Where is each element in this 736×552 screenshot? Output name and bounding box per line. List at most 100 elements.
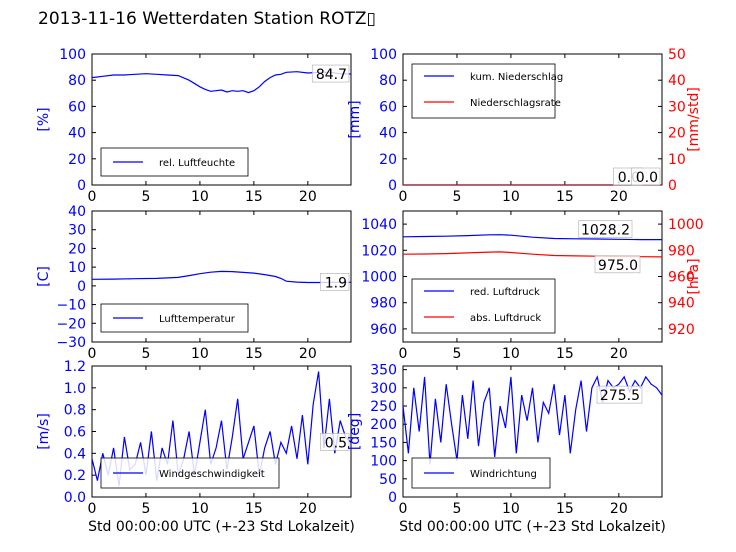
x-tick-label: 0 bbox=[399, 501, 408, 517]
last-value-label: 84.7 bbox=[316, 67, 347, 83]
x-tick-label: 20 bbox=[610, 501, 628, 517]
y2-tick-label: 30 bbox=[668, 99, 686, 115]
legend-label: kum. Niederschlag bbox=[470, 72, 563, 83]
x-axis-label: Std 00:00:00 UTC (+-23 Std Lokalzeit) bbox=[88, 519, 355, 535]
x-tick-label: 0 bbox=[88, 501, 97, 517]
y-axis-label: [m/s] bbox=[36, 413, 52, 450]
y-tick-label: 1.2 bbox=[64, 359, 86, 375]
y-tick-label: 150 bbox=[370, 435, 397, 451]
last-value-label: 1028.2 bbox=[581, 223, 630, 239]
y-tick-label: 100 bbox=[370, 454, 397, 470]
y-tick-label: 1000 bbox=[361, 270, 397, 286]
y-tick-label: −20 bbox=[56, 316, 86, 332]
value-label-box bbox=[320, 433, 350, 451]
legend-box bbox=[411, 63, 556, 119]
last-value-label: 1.9 bbox=[325, 275, 347, 291]
y-tick-label: 60 bbox=[68, 99, 86, 115]
x-tick-label: 15 bbox=[556, 501, 574, 517]
x-tick-label: 15 bbox=[245, 346, 263, 362]
y-tick-label: 0.0 bbox=[64, 490, 86, 506]
figure-title: 2013-11-16 Wetterdaten Station ROTZ▯ bbox=[38, 9, 376, 29]
y-tick-label: 20 bbox=[68, 152, 86, 168]
plot-frame bbox=[91, 210, 352, 343]
y-axis-label: [mm] bbox=[347, 100, 363, 138]
y-tick-label: 0.4 bbox=[64, 446, 86, 462]
y-tick-label: 960 bbox=[370, 322, 397, 338]
y2-tick-label: 1000 bbox=[668, 217, 704, 233]
y-tick-label: 0 bbox=[388, 490, 397, 506]
y2-tick-label: 0 bbox=[668, 178, 677, 194]
legend-label: rel. Luftfeuchte bbox=[159, 158, 235, 169]
x-tick-label: 10 bbox=[191, 189, 209, 205]
y2-tick-label: 920 bbox=[668, 322, 695, 338]
y2-tick-label: 980 bbox=[668, 243, 695, 259]
x-tick-label: 20 bbox=[610, 189, 628, 205]
x-tick-label: 15 bbox=[245, 189, 263, 205]
y-tick-label: 980 bbox=[370, 296, 397, 312]
y-tick-label: 250 bbox=[370, 399, 397, 415]
y-tick-label: 100 bbox=[59, 47, 86, 63]
y-axis-label: [deg] bbox=[347, 413, 363, 450]
x-tick-label: 10 bbox=[502, 501, 520, 517]
legend-box bbox=[411, 278, 556, 334]
x-tick-label: 0 bbox=[399, 189, 408, 205]
last-value2-label: 0.0 bbox=[636, 170, 658, 186]
x-tick-label: 10 bbox=[502, 189, 520, 205]
last-value2-label: 975.0 bbox=[598, 258, 638, 274]
y-tick-label: 80 bbox=[68, 73, 86, 89]
last-value-label: 0.5 bbox=[325, 435, 347, 451]
x-tick-label: 10 bbox=[502, 346, 520, 362]
x-tick-label: 0 bbox=[399, 346, 408, 362]
y-tick-label: 0 bbox=[77, 279, 86, 295]
x-tick-label: 20 bbox=[299, 346, 317, 362]
y-tick-label: 20 bbox=[68, 241, 86, 257]
x-tick-label: 0 bbox=[88, 189, 97, 205]
legend-label: Windgeschwindigkeit bbox=[159, 469, 265, 480]
x-tick-label: 5 bbox=[141, 189, 150, 205]
y2-tick-label: 40 bbox=[668, 73, 686, 89]
legend-label: Niederschlagsrate bbox=[470, 98, 561, 109]
y-axis-label: [C] bbox=[36, 266, 52, 287]
y-axis-label: [%] bbox=[36, 107, 52, 131]
x-tick-label: 5 bbox=[452, 346, 461, 362]
y-tick-label: 0.8 bbox=[64, 403, 86, 419]
y-tick-label: 80 bbox=[379, 73, 397, 89]
last-value-label: 275.5 bbox=[600, 388, 640, 404]
y2-tick-label: 940 bbox=[668, 296, 695, 312]
legend-label: Lufttemperatur bbox=[159, 314, 236, 325]
y-tick-label: 0 bbox=[77, 178, 86, 194]
y2-tick-label: 10 bbox=[668, 152, 686, 168]
y-tick-label: 1020 bbox=[361, 243, 397, 259]
plot-frame bbox=[91, 53, 352, 186]
legend-label: abs. Luftdruck bbox=[470, 313, 541, 324]
y-tick-label: 20 bbox=[379, 152, 397, 168]
x-tick-label: 5 bbox=[141, 346, 150, 362]
x-tick-label: 5 bbox=[452, 189, 461, 205]
x-tick-label: 15 bbox=[556, 189, 574, 205]
series-line-1 bbox=[403, 375, 662, 465]
x-tick-label: 5 bbox=[141, 501, 150, 517]
x-tick-label: 5 bbox=[452, 501, 461, 517]
y-tick-label: 0.6 bbox=[64, 425, 86, 441]
y2-tick-label: 50 bbox=[668, 47, 686, 63]
x-tick-label: 15 bbox=[245, 501, 263, 517]
y2-axis-label: [hPa] bbox=[686, 258, 702, 294]
x-axis-label: Std 00:00:00 UTC (+-23 Std Lokalzeit) bbox=[399, 519, 666, 535]
value-label-box bbox=[311, 64, 350, 83]
y2-axis-label: [mm/std] bbox=[686, 87, 702, 152]
legend-label: Windrichtung bbox=[470, 469, 537, 480]
x-tick-label: 10 bbox=[191, 346, 209, 362]
x-tick-label: 15 bbox=[556, 346, 574, 362]
y-tick-label: 1040 bbox=[361, 217, 397, 233]
series-line-1 bbox=[403, 234, 662, 241]
series-line-1 bbox=[92, 270, 351, 284]
x-tick-label: 20 bbox=[299, 501, 317, 517]
x-tick-label: 20 bbox=[299, 189, 317, 205]
y-tick-label: −30 bbox=[56, 335, 86, 351]
y-tick-label: 0 bbox=[388, 178, 397, 194]
value-label-box bbox=[631, 167, 661, 186]
y-tick-label: 300 bbox=[370, 381, 397, 397]
value-label-box bbox=[594, 255, 641, 274]
y2-tick-label: 20 bbox=[668, 126, 686, 142]
